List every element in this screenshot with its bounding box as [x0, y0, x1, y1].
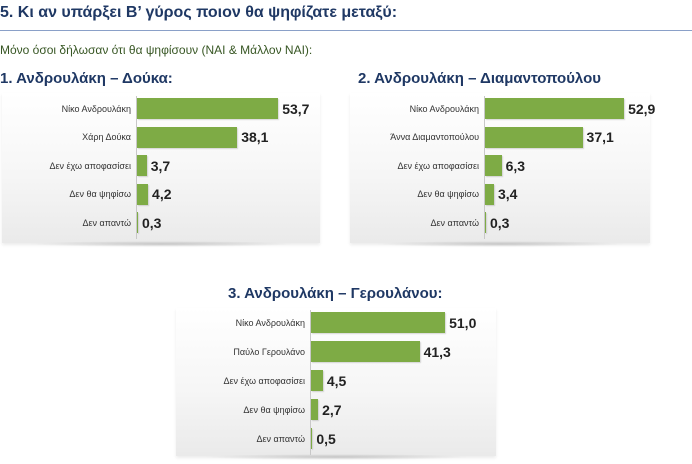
chart-3-category-label: Νίκο Ανδρουλάκη — [235, 317, 305, 328]
chart-1-category-label: Νίκο Ανδρουλάκη — [61, 103, 131, 114]
chart-1-category-label: Χάρη Δούκα — [82, 132, 131, 142]
chart-2-value-label: 37,1 — [586, 129, 614, 145]
chart-2-value-label: 6,3 — [505, 157, 526, 174]
chart-2-category-label: Νίκο Ανδρουλάκη — [409, 103, 479, 114]
chart-1-bar — [137, 212, 138, 233]
chart-3-category-label: Δεν έχω αποφασίσει — [223, 375, 306, 386]
chart-2-bar — [485, 155, 502, 176]
chart-2-value-label: 52,9 — [628, 100, 656, 117]
chart-1-value-label: 3,7 — [150, 157, 171, 174]
chart-3-axis — [310, 310, 311, 455]
title-divider — [0, 30, 692, 31]
chart-3-category-label: Δεν θα ψηφίσω — [243, 404, 305, 415]
chart-3-bar — [311, 399, 319, 420]
chart-1-category-label: Δεν έχω αποφασίσει — [49, 160, 132, 171]
chart-1-title: 1. Ανδρουλάκη – Δούκα: — [0, 70, 173, 87]
chart-1-value-label: 4,2 — [152, 186, 172, 202]
chart-1-bar — [137, 126, 238, 148]
chart-2-value-label: 0,3 — [490, 214, 510, 231]
chart-3-value-label: 0,5 — [316, 430, 336, 447]
chart-3-category-label: Παύλο Γερουλάνο — [233, 346, 305, 357]
chart-2-bar — [485, 98, 625, 119]
chart-3-value-label: 51,0 — [449, 314, 477, 331]
chart-3-category-label: Δεν απαντώ — [256, 433, 305, 444]
chart-2-value-label: 3,4 — [497, 186, 518, 202]
chart-1-axis — [136, 96, 137, 239]
chart-2-bar — [485, 183, 494, 205]
chart-1-category-label: Δεν θα ψηφίσω — [69, 189, 131, 199]
chart-1-value-label: 0,3 — [142, 214, 162, 231]
chart-3-value-label: 2,7 — [322, 401, 342, 418]
chart-2-bar — [485, 212, 486, 233]
chart-1-bar — [137, 98, 279, 119]
chart-3-bar — [311, 428, 313, 449]
chart-2-title: 2. Ανδρουλάκη – Διαμαντοπούλου — [358, 70, 601, 87]
chart-2-category-label: Δεν απαντώ — [430, 217, 479, 228]
chart-1-category-label: Δεν απαντώ — [82, 217, 131, 228]
chart-2-category-label: Άννα Διαμαντοπούλου — [390, 132, 479, 142]
chart-3-bar — [311, 370, 323, 391]
chart-1-value-label: 53,7 — [282, 100, 310, 117]
chart-3-bar — [311, 341, 420, 362]
chart-3-value-label: 4,5 — [326, 372, 347, 389]
chart-3-bar — [311, 312, 446, 333]
question-title: 5. Κι αν υπάρξει Β’ γύρος ποιον θα ψηφίζ… — [0, 4, 398, 21]
chart-3-title: 3. Ανδρουλάκη – Γερουλάνου: — [228, 285, 443, 302]
chart-3-value-label: 41,3 — [423, 343, 451, 360]
chart-2-category-label: Δεν έχω αποφασίσει — [397, 160, 480, 171]
chart-1-bar — [137, 183, 149, 205]
subtitle: Μόνο όσοι δήλωσαν ότι θα ψηφίσουν (ΝΑΙ &… — [0, 43, 313, 57]
chart-2-category-label: Δεν θα ψηφίσω — [417, 189, 479, 199]
chart-2-bar — [485, 126, 583, 148]
chart-1-bar — [137, 155, 147, 176]
chart-2-axis — [484, 96, 485, 239]
chart-1-value-label: 38,1 — [241, 129, 269, 145]
